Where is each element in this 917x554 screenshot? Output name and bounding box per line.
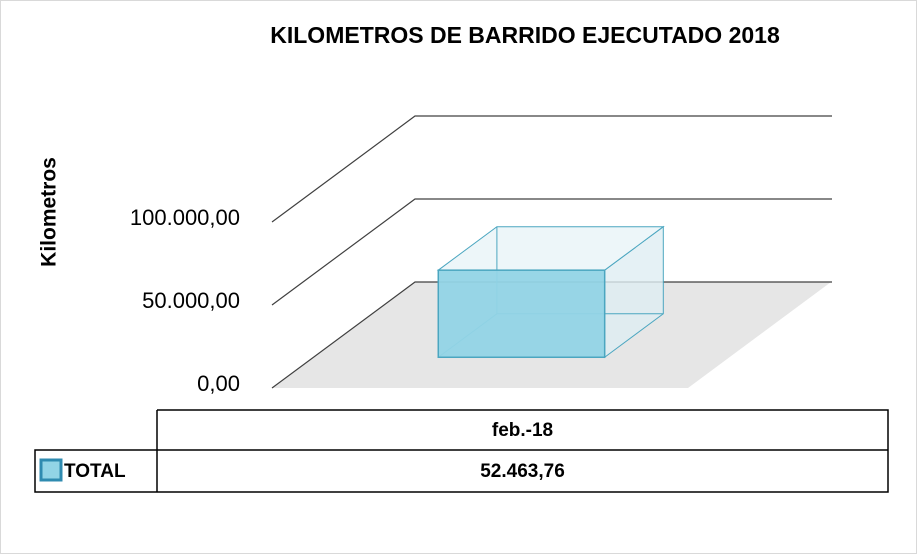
y-tick-label: 0,00 — [197, 371, 240, 396]
grid-line — [271, 281, 832, 389]
chart-title: KILOMETROS DE BARRIDO EJECUTADO 2018 — [270, 22, 780, 48]
x-tick-label: feb.-18 — [492, 420, 553, 441]
grid-line — [271, 115, 832, 223]
y-tick-label: 100.000,00 — [130, 205, 240, 230]
legend-entry: TOTAL — [64, 461, 126, 482]
legend-key — [39, 458, 63, 482]
grid-line — [271, 198, 832, 306]
data-table-grid — [34, 409, 889, 493]
y-axis-label: Kilometros — [38, 157, 61, 267]
bar — [437, 269, 606, 359]
data-label: 52.463,76 — [480, 461, 565, 482]
y-tick-label: 50.000,00 — [142, 288, 240, 313]
